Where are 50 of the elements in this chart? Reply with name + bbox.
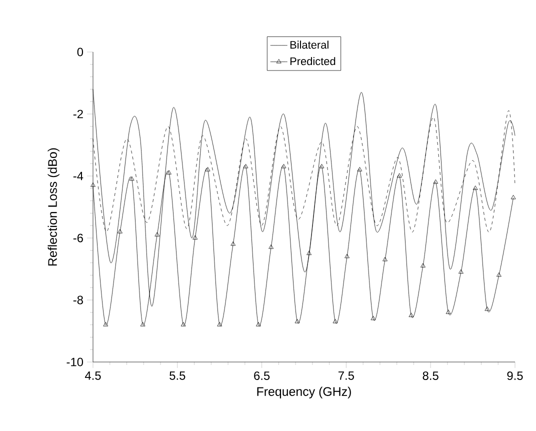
- point: [472, 186, 478, 190]
- point: [192, 235, 198, 240]
- point: [484, 306, 490, 311]
- x-axis-title: Frequency (GHz): [257, 386, 351, 398]
- x-tick-label: 7.5: [338, 372, 354, 380]
- point: [294, 318, 300, 324]
- point: [420, 263, 426, 268]
- point: [256, 322, 261, 326]
- point: [166, 170, 172, 174]
- x-tick-label: 9.5: [507, 372, 523, 380]
- point: [433, 179, 438, 184]
- point: [90, 182, 96, 187]
- point: [496, 272, 502, 277]
- point: [154, 232, 160, 236]
- y-tick-label: 0: [77, 48, 84, 56]
- point: [446, 310, 451, 314]
- legend-label: Bilateral: [290, 40, 328, 49]
- y-tick-label: -10: [66, 358, 84, 366]
- point: [205, 167, 210, 172]
- point: [396, 173, 402, 178]
- point: [408, 312, 414, 317]
- point: [103, 322, 108, 326]
- point: [140, 322, 146, 326]
- point: [217, 322, 222, 326]
- point: [118, 229, 122, 234]
- point: [357, 167, 362, 172]
- x-tick-label: 5.5: [170, 372, 186, 380]
- y-tick-label: -8: [73, 296, 83, 304]
- x-tick-label: 4.5: [84, 372, 101, 380]
- x-tick-label: 8.5: [422, 372, 438, 380]
- point: [230, 241, 236, 246]
- point: [458, 269, 464, 274]
- point: [243, 164, 248, 168]
- point: [332, 318, 338, 324]
- y-axis-title: Reflection Loss (dBo): [48, 148, 60, 266]
- y-tick-label: -6: [73, 234, 83, 242]
- point: [129, 176, 134, 181]
- point: [268, 244, 274, 249]
- point: [370, 316, 376, 320]
- point: [306, 250, 312, 255]
- point: [281, 164, 286, 168]
- point: [382, 256, 388, 262]
- point: [344, 254, 350, 258]
- point: [510, 194, 516, 200]
- legend-label: Predicted: [290, 57, 336, 66]
- x-tick-label: 6.5: [254, 372, 270, 380]
- point: [180, 322, 186, 326]
- y-tick-label: -4: [73, 172, 84, 180]
- point: [319, 164, 324, 168]
- y-tick-label: -2: [73, 110, 83, 118]
